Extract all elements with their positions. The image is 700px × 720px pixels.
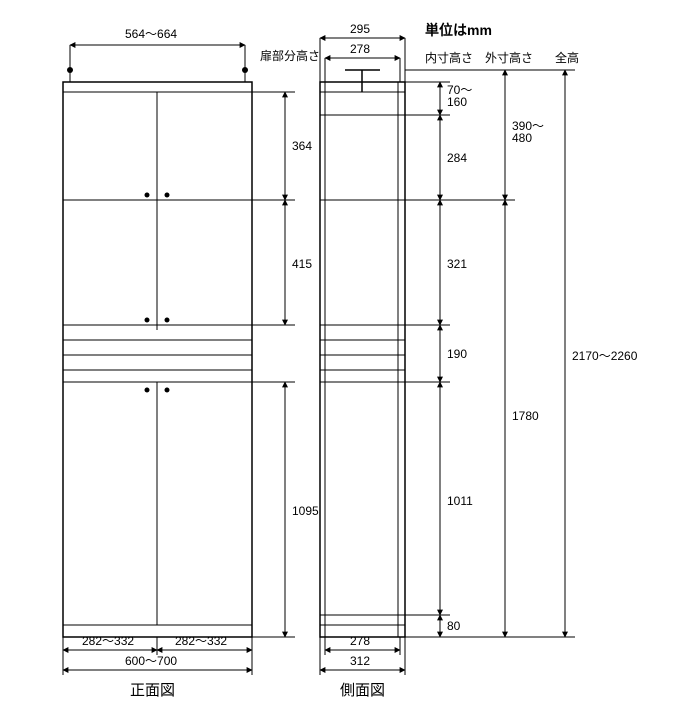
door-heights-label: 扉部分高さ bbox=[260, 48, 320, 63]
dim-half-r: 282～332 bbox=[175, 634, 227, 648]
total-dim: 2170～2260 bbox=[515, 70, 638, 637]
side-top-inner: 278 bbox=[350, 42, 370, 56]
side-top-outer: 295 bbox=[350, 22, 370, 36]
unit-label: 単位はmm bbox=[425, 22, 492, 38]
front-view: 564～664 扉部分高さ bbox=[63, 27, 320, 699]
inner-label: 内寸高さ bbox=[425, 50, 473, 65]
dim-h1: 364 bbox=[292, 139, 312, 153]
oh-main: 1780 bbox=[512, 409, 539, 423]
ih2: 284 bbox=[447, 151, 467, 165]
side-bot-outer: 312 bbox=[350, 654, 370, 668]
inner-dims: 70～160 284 321 190 1011 80 bbox=[405, 82, 473, 637]
ih6: 80 bbox=[447, 619, 461, 633]
total-h: 2170～2260 bbox=[572, 349, 638, 363]
dim-h3: 1095 bbox=[292, 504, 319, 518]
oh-top: 390～480 bbox=[512, 119, 544, 145]
ih3: 321 bbox=[447, 257, 467, 271]
outer-label: 外寸高さ bbox=[485, 50, 533, 65]
dim-bottom-width: 600～700 bbox=[125, 654, 177, 668]
ih1: 70～160 bbox=[447, 83, 472, 109]
side-title: 側面図 bbox=[340, 682, 385, 699]
side-bot-inner: 278 bbox=[350, 634, 370, 648]
dim-top-width: 564～664 bbox=[125, 27, 177, 41]
side-view: 295 278 単位はmm 内寸高さ 外寸高さ 全高 bbox=[320, 22, 638, 699]
total-label: 全高 bbox=[555, 50, 579, 65]
front-title: 正面図 bbox=[130, 682, 175, 699]
ih4: 190 bbox=[447, 347, 467, 361]
ih5: 1011 bbox=[447, 494, 473, 508]
dim-half-l: 282～332 bbox=[82, 634, 134, 648]
front-height-dims: 364 415 1095 bbox=[252, 92, 319, 637]
technical-drawing: 564～664 扉部分高さ bbox=[20, 20, 680, 700]
dim-h2: 415 bbox=[292, 257, 312, 271]
outer-dims: 390～480 1780 bbox=[405, 70, 544, 637]
